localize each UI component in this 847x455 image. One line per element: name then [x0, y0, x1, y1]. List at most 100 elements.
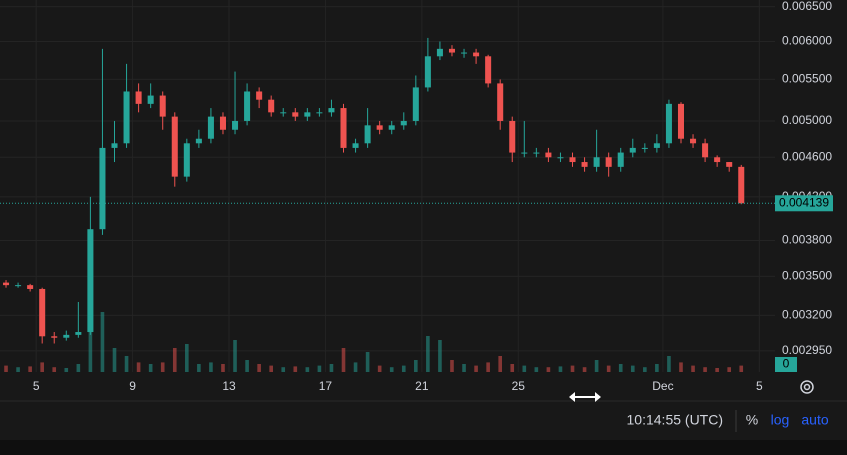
candle-body — [714, 157, 721, 163]
x-tick-label: 13 — [222, 379, 236, 393]
volume-bar — [630, 365, 635, 372]
x-tick-label: 5 — [756, 379, 763, 393]
candle-body — [412, 87, 419, 121]
volume-bar — [341, 348, 346, 372]
volume-label-box — [775, 357, 797, 372]
candle-body — [135, 91, 142, 104]
candle-body — [593, 157, 600, 167]
candle-body — [641, 147, 648, 149]
candle-body — [557, 157, 564, 159]
candle-body — [75, 332, 82, 335]
volume-bar — [474, 365, 478, 372]
volume-bar — [148, 364, 153, 372]
volume-bar — [28, 366, 32, 372]
volume-bar — [606, 365, 611, 372]
volume-bar — [4, 365, 8, 372]
candle-body — [569, 157, 576, 163]
plot: 0.006500 0.006000 0.005500 0.005000 0.004600… — [0, 0, 833, 393]
scroll-arrows[interactable] — [569, 392, 601, 402]
volume-bar — [40, 362, 44, 372]
candle-body — [39, 288, 46, 337]
candle-body — [605, 157, 612, 167]
volume-bar — [76, 364, 81, 372]
volume-bar — [160, 362, 165, 372]
auto-toggle[interactable]: auto — [801, 412, 828, 428]
volume-bar — [197, 364, 201, 372]
volume-bar — [209, 362, 213, 372]
chart-background — [0, 0, 847, 440]
last-price-box — [775, 195, 833, 212]
candle-body — [51, 336, 58, 338]
y-tick-label: 0.005000 — [782, 113, 832, 127]
candle-body — [738, 166, 745, 204]
volume-bar — [64, 368, 69, 372]
settings-icon[interactable] — [800, 380, 814, 394]
candle-body — [268, 99, 275, 113]
volume-bar — [727, 367, 732, 372]
volume-bar — [269, 365, 273, 372]
volume-bar — [546, 367, 551, 372]
x-tick-label: 5 — [33, 379, 40, 393]
percent-toggle[interactable]: % — [746, 412, 758, 428]
volume-bar — [233, 340, 237, 372]
volume-bar — [558, 366, 563, 372]
candle-body — [87, 229, 94, 333]
candle-body — [400, 120, 407, 126]
volume-bar — [618, 364, 623, 372]
volume-bar — [679, 362, 683, 372]
volume-bar — [124, 356, 129, 372]
candle-body — [232, 120, 239, 130]
candle-body — [183, 143, 190, 177]
candle-body — [328, 108, 335, 113]
volume-bar — [293, 366, 298, 372]
volume-bar — [281, 367, 286, 372]
candle-body — [376, 125, 383, 130]
y-tick-label: 0.006000 — [782, 34, 832, 48]
volume-bar — [16, 367, 20, 372]
volume-bar — [655, 364, 659, 372]
candle-body — [665, 103, 672, 144]
volume-bar — [582, 367, 587, 372]
volume-bar — [498, 356, 503, 372]
volume-bar — [438, 340, 442, 372]
volume-bar — [426, 336, 430, 372]
volume-bar — [389, 367, 394, 372]
candle-body — [195, 138, 202, 144]
volume-bar — [100, 312, 105, 372]
candle-body — [219, 116, 226, 130]
candle-body — [545, 152, 552, 158]
candle-body — [63, 334, 70, 338]
volume-bar — [136, 362, 141, 372]
candle-body — [448, 48, 455, 53]
volume-bar — [450, 360, 454, 372]
volume-bar — [691, 365, 695, 372]
last-price-label: 0.004139 — [779, 195, 829, 209]
volume-bar — [88, 332, 93, 372]
candle-body — [726, 162, 733, 167]
volume-bar — [486, 362, 490, 372]
log-toggle[interactable]: log — [771, 412, 790, 428]
x-tick-label: 25 — [512, 379, 526, 393]
candle-body — [15, 285, 22, 287]
volume-bar — [414, 360, 418, 372]
volume-bar — [739, 365, 744, 372]
candle-body — [485, 56, 492, 84]
candle-body — [352, 143, 359, 148]
x-tick-label: Dec — [652, 379, 673, 393]
candle-body — [497, 83, 504, 121]
volume-bar — [365, 352, 370, 372]
candle-body — [702, 143, 709, 158]
volume-bar — [522, 365, 527, 372]
y-tick-label: 0.003200 — [782, 308, 832, 322]
y-tick-label: 0.003500 — [782, 269, 832, 283]
candle-body — [147, 95, 154, 104]
volume-bar — [462, 364, 466, 372]
candle-body — [617, 152, 624, 167]
candle-body — [509, 120, 516, 153]
candle-body — [364, 125, 371, 144]
volume-bar — [667, 356, 671, 372]
volume-bar — [570, 365, 575, 372]
candle-body — [123, 91, 130, 144]
